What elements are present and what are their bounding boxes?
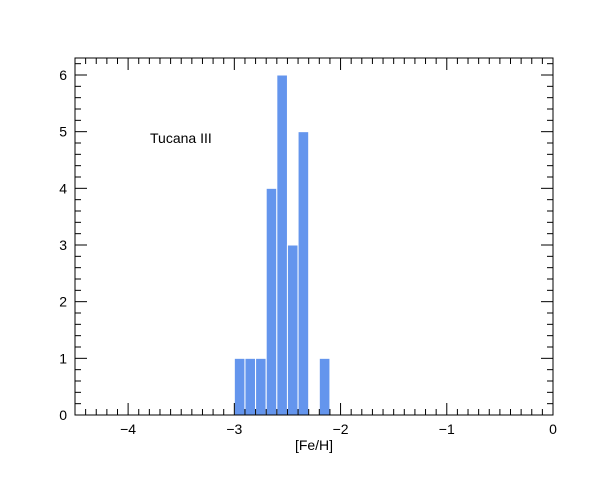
- histogram-bar-4: [276, 74, 288, 416]
- x-tick-label: −1: [439, 421, 455, 437]
- x-tick-label: −2: [333, 421, 349, 437]
- y-tick-label: 6: [59, 67, 67, 83]
- y-tick-label: 4: [59, 180, 67, 196]
- y-tick-label: 5: [59, 124, 67, 140]
- bars-layer: [233, 74, 331, 416]
- y-tick-label: 3: [59, 237, 67, 253]
- y-tick-label: 1: [59, 350, 67, 366]
- y-tick-label: 2: [59, 294, 67, 310]
- y-tick-label: 0: [59, 407, 67, 423]
- histogram-bar-0: [233, 357, 246, 416]
- plot-frame: [74, 57, 554, 416]
- histogram-bar-6: [297, 131, 310, 416]
- histogram-bar-1: [244, 357, 257, 416]
- histogram-bar-3: [265, 187, 278, 416]
- histogram-bar-2: [255, 357, 267, 416]
- x-axis-label: [Fe/H]: [295, 437, 333, 453]
- x-tick-label: −4: [120, 421, 136, 437]
- histogram-bar-7: [318, 357, 331, 416]
- x-tick-label: 0: [549, 421, 557, 437]
- histogram-bar-5: [286, 244, 299, 416]
- ticks-layer: [74, 58, 554, 416]
- x-tick-label: −3: [226, 421, 242, 437]
- annotation-label: Tucana III: [150, 130, 212, 146]
- tick-labels-layer: −4 −3 −2 −1 0 0 1 2 3 4 5 6: [59, 67, 557, 437]
